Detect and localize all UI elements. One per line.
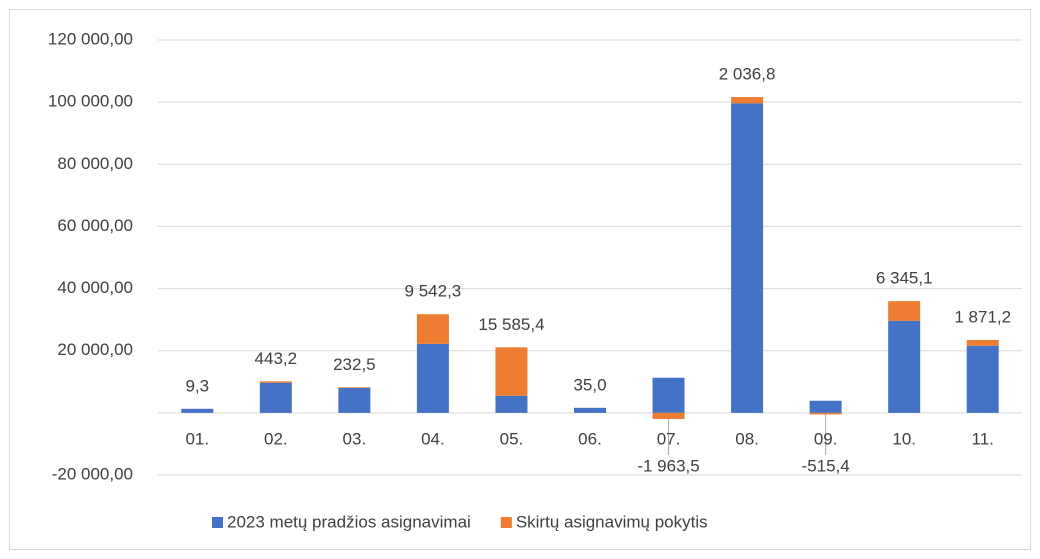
data-label: 9 542,3 bbox=[405, 282, 462, 301]
x-tick-label: 09. bbox=[814, 429, 838, 448]
x-tick-label: 05. bbox=[500, 429, 524, 448]
bar bbox=[966, 345, 999, 413]
bar bbox=[259, 382, 292, 413]
data-label: 9,3 bbox=[185, 376, 209, 395]
bar bbox=[809, 412, 842, 415]
data-label: 443,2 bbox=[255, 349, 298, 368]
legend-label: 2023 metų pradžios asignavimai bbox=[227, 512, 471, 531]
bar bbox=[731, 97, 764, 104]
y-tick-label: 100 000,00 bbox=[48, 92, 133, 111]
data-label: 6 345,1 bbox=[876, 269, 933, 288]
x-tick-label: 11. bbox=[972, 429, 994, 448]
bar bbox=[416, 314, 449, 344]
y-tick-label: -20 000,00 bbox=[52, 464, 133, 483]
legend-label: Skirtų asignavimų pokytis bbox=[516, 512, 708, 531]
x-tick-label: 04. bbox=[421, 429, 445, 448]
bar bbox=[888, 301, 921, 321]
legend-swatch bbox=[212, 517, 223, 528]
data-label: 35,0 bbox=[573, 375, 606, 394]
bar bbox=[652, 377, 685, 413]
y-tick-label: 120 000,00 bbox=[48, 29, 133, 48]
x-tick-label: 07. bbox=[657, 429, 681, 448]
bar bbox=[338, 388, 371, 413]
y-tick-label: 60 000,00 bbox=[57, 216, 133, 235]
bar bbox=[966, 339, 999, 346]
data-label: 2 036,8 bbox=[719, 65, 776, 84]
bar bbox=[338, 387, 371, 388]
x-tick-label: 01. bbox=[185, 429, 209, 448]
bar bbox=[181, 408, 214, 413]
bar bbox=[574, 407, 606, 413]
bar bbox=[731, 103, 764, 413]
x-tick-label: 03. bbox=[343, 429, 367, 448]
data-label: 15 585,4 bbox=[478, 315, 544, 334]
legend-swatch bbox=[500, 517, 512, 528]
x-tick-label: 08. bbox=[735, 429, 759, 448]
y-tick-label: 20 000,00 bbox=[57, 340, 133, 359]
y-tick-label: 40 000,00 bbox=[57, 278, 133, 297]
data-label: 1 871,2 bbox=[954, 307, 1011, 326]
bar bbox=[652, 412, 685, 419]
data-label: -1 963,5 bbox=[637, 456, 699, 475]
bar bbox=[888, 320, 921, 413]
bar bbox=[495, 395, 528, 413]
bar bbox=[495, 347, 528, 396]
bar bbox=[809, 400, 842, 413]
x-tick-label: 06. bbox=[578, 429, 602, 448]
data-label: -515,4 bbox=[802, 456, 850, 475]
chart-border bbox=[9, 9, 1031, 550]
y-tick-label: 80 000,00 bbox=[57, 154, 133, 173]
data-label: 232,5 bbox=[333, 355, 376, 374]
x-tick-label: 10. bbox=[892, 429, 916, 448]
bar bbox=[416, 343, 449, 413]
bar bbox=[259, 381, 292, 383]
x-tick-label: 02. bbox=[264, 429, 288, 448]
